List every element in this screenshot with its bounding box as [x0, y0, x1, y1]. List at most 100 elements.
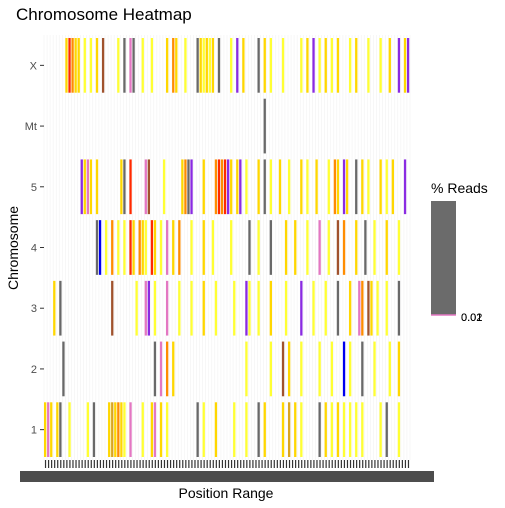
- heatmap-cell-X: [236, 38, 239, 93]
- heatmap-cell-2: [288, 341, 291, 397]
- heatmap-cell-X: [263, 38, 266, 93]
- heatmap-cell-3: [361, 280, 364, 336]
- heatmap-cell-3: [336, 280, 340, 336]
- y-tick-label: 2: [31, 364, 37, 376]
- heatmap-cell-2: [166, 341, 169, 397]
- heatmap-cell-4: [141, 220, 144, 275]
- heatmap-cell-4: [159, 220, 163, 275]
- heatmap-cell-5: [147, 159, 150, 215]
- heatmap-cell-5: [327, 159, 330, 215]
- heatmap-cell-5: [306, 159, 309, 215]
- heatmap-cell-2: [397, 341, 401, 397]
- heatmap-cell-3: [53, 280, 56, 336]
- heatmap-cell-1: [281, 402, 285, 457]
- y-tick-label: X: [30, 60, 38, 72]
- heatmap-cell-4: [150, 220, 154, 275]
- heatmap-cell-1: [50, 402, 53, 457]
- heatmap-cell-4: [294, 220, 297, 275]
- heatmap-cell-X: [129, 38, 132, 93]
- heatmap-cell-4: [98, 220, 102, 275]
- heatmap-cell-1: [233, 402, 236, 457]
- heatmap-cell-3: [245, 280, 248, 336]
- heatmap-cell-1: [141, 402, 144, 457]
- heatmap-cell-X: [355, 38, 358, 93]
- heatmap-cell-4: [129, 220, 132, 275]
- heatmap-cell-3: [257, 280, 260, 336]
- heatmap-cell-5: [257, 159, 260, 215]
- heatmap-cell-5: [223, 159, 227, 215]
- heatmap-cell-1: [324, 402, 327, 457]
- heatmap-cell-1: [159, 402, 163, 457]
- heatmap-cell-1: [257, 402, 260, 457]
- heatmap-cell-3: [269, 280, 272, 336]
- heatmap-cell-X: [132, 38, 135, 93]
- heatmap-cell-2: [159, 341, 163, 397]
- heatmap-cell-4: [153, 220, 157, 275]
- x-tick-labels-overlapping: [20, 471, 434, 482]
- heatmap-cell-4: [117, 220, 120, 275]
- heatmap-cell-X: [208, 38, 211, 93]
- heatmap-cell-1: [153, 402, 157, 457]
- heatmap-cell-4: [211, 220, 215, 275]
- heatmap-cell-X: [199, 38, 202, 93]
- heatmap-cell-3: [178, 280, 181, 336]
- x-axis: [20, 460, 434, 482]
- heatmap-cell-1: [385, 402, 388, 457]
- heatmap-cell-X: [257, 38, 260, 93]
- heatmap-cell-3: [397, 280, 401, 336]
- heatmap-cell-1: [120, 402, 123, 457]
- heatmap-cell-5: [263, 159, 266, 215]
- heatmap-cell-5: [245, 159, 248, 215]
- heatmap-cell-1: [123, 402, 126, 457]
- heatmap-cell-5: [202, 159, 205, 215]
- heatmap-cell-X: [324, 38, 327, 93]
- heatmap-cell-X: [101, 38, 105, 93]
- heatmap-cell-3: [59, 280, 62, 336]
- heatmap-cell-X: [68, 38, 71, 93]
- heatmap-cell-2: [349, 341, 352, 397]
- heatmap-cell-1: [129, 402, 132, 457]
- heatmap-cell-5: [403, 159, 407, 215]
- heatmap-cell-5: [367, 159, 370, 215]
- heatmap-cell-1: [361, 402, 364, 457]
- heatmap-cell-X: [379, 38, 382, 93]
- legend: % Reads 0.02 0.01: [431, 180, 488, 324]
- heatmap-cell-5: [336, 159, 340, 215]
- heatmap-cell-4: [257, 220, 260, 275]
- heatmap-cell-1: [245, 402, 248, 457]
- heatmap-cell-5: [236, 159, 239, 215]
- heatmap-cell-5: [300, 159, 303, 215]
- heatmap-cell-1: [397, 402, 401, 457]
- heatmap-cell-1: [336, 402, 340, 457]
- heatmap-cell-5: [239, 159, 242, 215]
- heatmap-cell-3: [300, 280, 303, 336]
- heatmap-cell-1: [342, 402, 346, 457]
- heatmap-cell-4: [397, 220, 401, 275]
- y-tick-label: 1: [31, 425, 37, 437]
- heatmap-cell-1: [59, 402, 62, 457]
- heatmap-cell-X: [166, 38, 169, 93]
- heatmap-cell-3: [312, 280, 315, 336]
- heatmap-cell-3: [284, 280, 288, 336]
- heatmap-cell-4: [166, 220, 169, 275]
- heatmap-cell-5: [391, 159, 394, 215]
- heatmap-cell-5: [220, 159, 224, 215]
- heatmap-cell-5: [278, 159, 282, 215]
- heatmap-cell-1: [318, 402, 321, 457]
- heatmap-cell-X: [141, 38, 144, 93]
- heatmap-cell-1: [196, 402, 199, 457]
- heatmap-cell-2: [373, 341, 376, 397]
- heatmap-cell-4: [105, 220, 108, 275]
- y-tick-label: Mt: [25, 121, 37, 133]
- heatmap-cell-3: [147, 280, 150, 336]
- heatmap-cell-5: [355, 159, 358, 215]
- heatmap-cell-4: [248, 220, 251, 275]
- heatmap-cell-3: [324, 280, 327, 336]
- heatmap-cell-X: [281, 38, 285, 93]
- heatmap-cell-5: [269, 159, 272, 215]
- heatmap-cell-X: [65, 38, 68, 93]
- heatmap-cell-4: [144, 220, 147, 275]
- heatmap-cell-2: [342, 341, 346, 397]
- heatmap-cell-X: [184, 38, 187, 93]
